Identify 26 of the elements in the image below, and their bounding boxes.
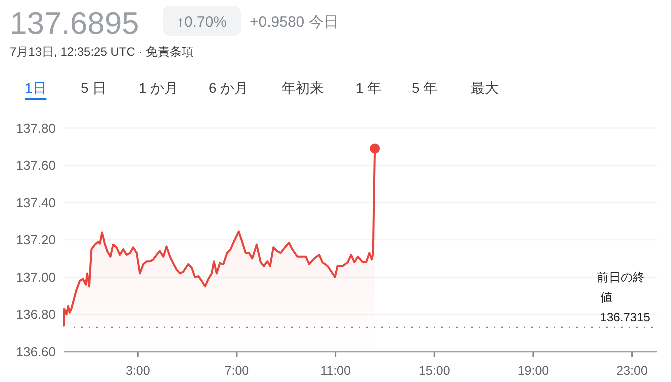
x-tick-label: 19:00 [518, 364, 550, 378]
y-tick-label: 136.60 [16, 344, 56, 360]
ref-line-label: 前日の終値 136.7315 [597, 270, 651, 324]
x-tick-label: 7:00 [224, 364, 250, 378]
text: 年初来 [282, 80, 324, 96]
y-tick-label: 137.20 [16, 232, 56, 248]
text: 5 年 [412, 80, 438, 96]
chart-subtitle: 7月13日, 12:35:25 UTC · 免責条項 [10, 45, 194, 59]
y-tick-label: 137.40 [16, 195, 56, 210]
y-tick-label: 137.80 [16, 120, 56, 136]
y-tick-label: 136.80 [16, 307, 56, 322]
text: 最大 [471, 80, 499, 96]
y-tick-label: 137.60 [16, 158, 56, 174]
text: 5 日 [81, 80, 107, 96]
text: 1 年 [356, 80, 382, 96]
text: 1日 [25, 80, 47, 96]
x-tick-label: 3:00 [126, 364, 150, 378]
text: 6 か月 [209, 80, 249, 96]
text: 1 か月 [139, 80, 179, 96]
x-tick-label: 23:00 [616, 364, 648, 378]
chart-title: 137.6895 [10, 6, 140, 41]
y-tick-label: 137.00 [16, 270, 56, 285]
text: ↑0.70% [176, 14, 228, 31]
text: +0.9580 今日 [250, 14, 339, 31]
x-tick-label: 11:00 [320, 364, 352, 378]
x-tick-label: 15:00 [418, 364, 450, 378]
